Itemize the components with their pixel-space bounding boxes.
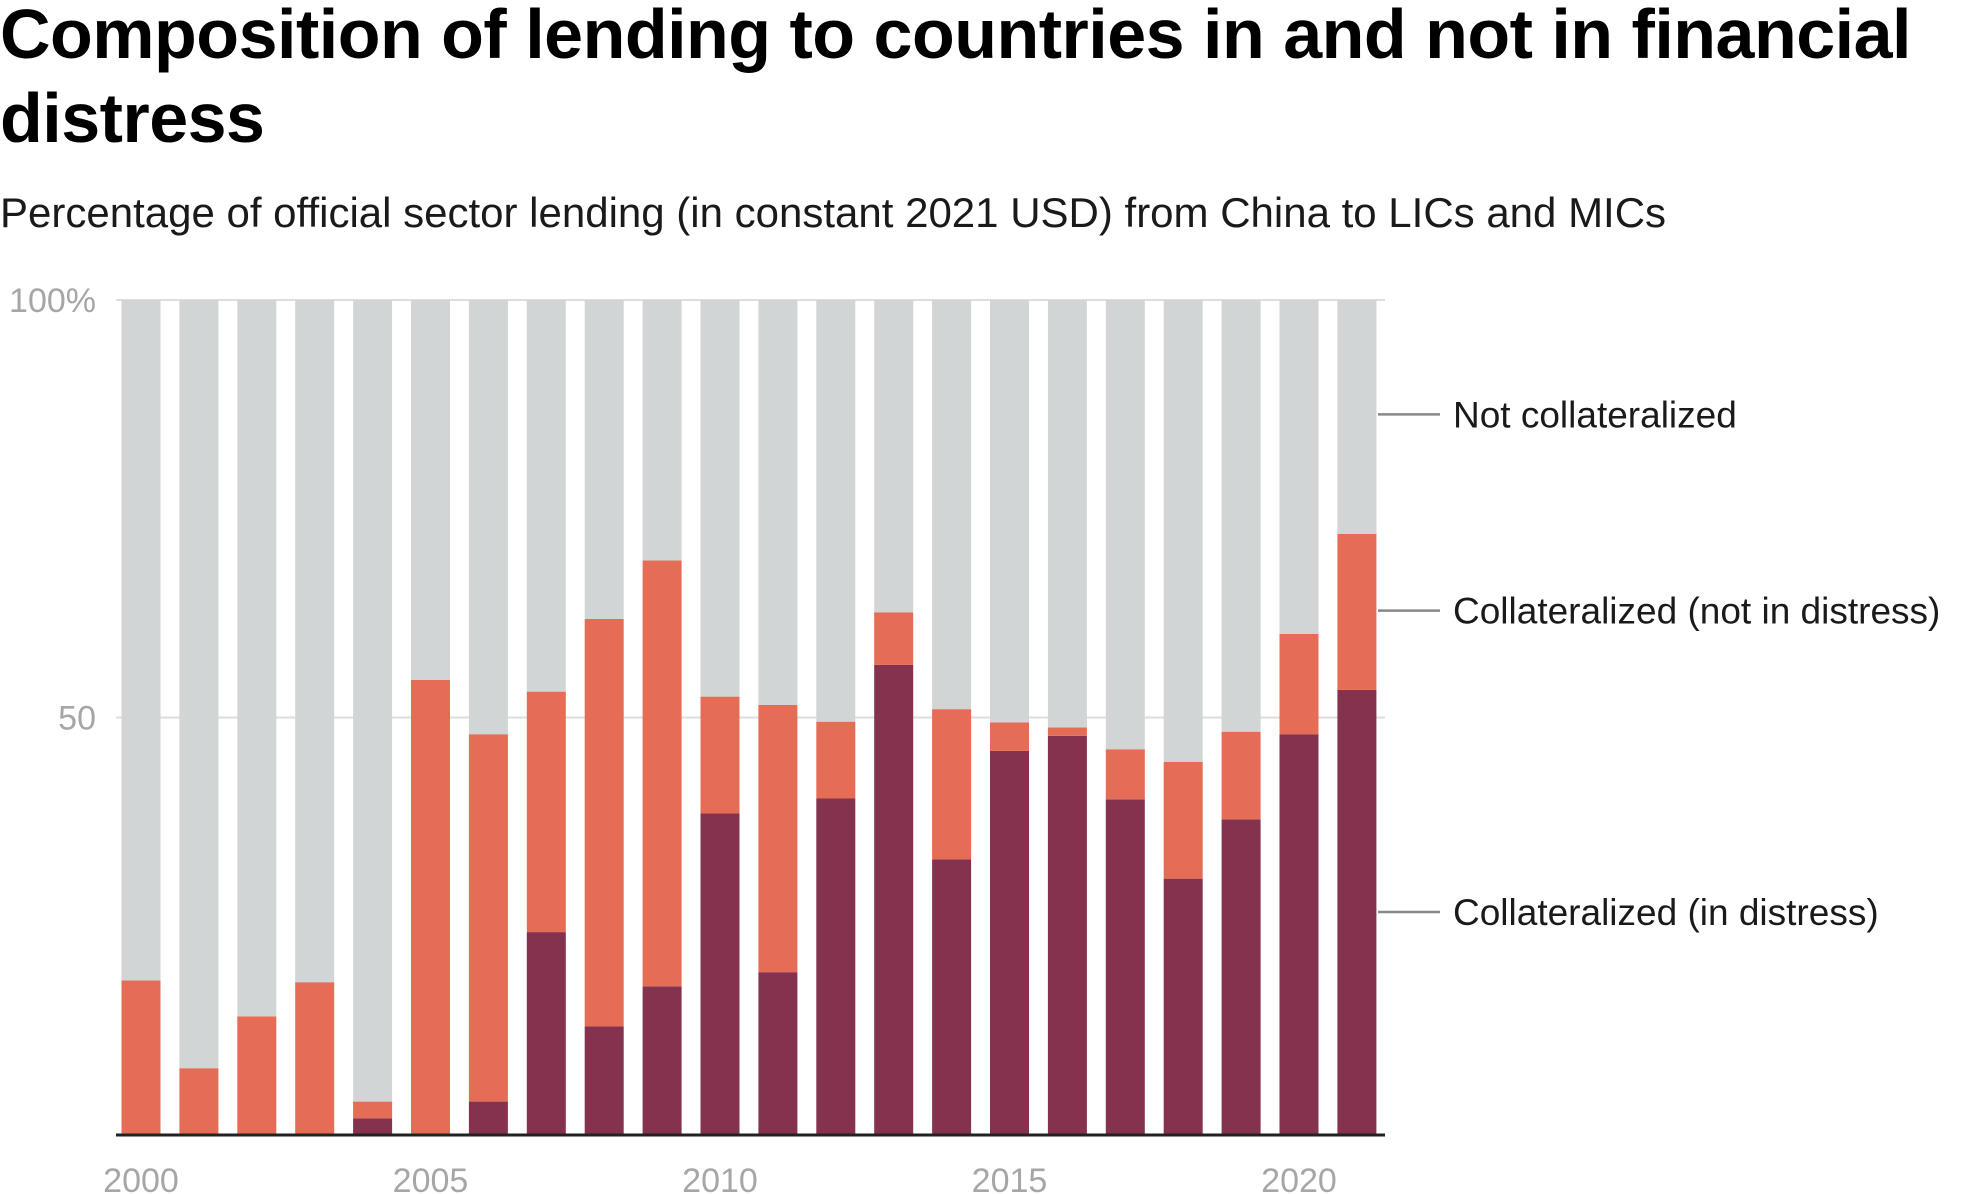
y-tick-label: 50 — [58, 700, 96, 738]
bar-collateralized-not-distress-2015 — [990, 722, 1029, 751]
x-tick-label: 2015 — [972, 1162, 1048, 1194]
bar-not-collateralized-2010 — [700, 300, 740, 697]
bar-collateralized-distress-2016 — [1047, 735, 1087, 1135]
bar-collateralized-distress-2013 — [874, 664, 914, 1135]
bar-not-collateralized-2021 — [1337, 300, 1377, 534]
bar-collateralized-not-distress-2006 — [468, 734, 508, 1102]
legend-label-collateralized-distress: Collateralized (in distress) — [1453, 892, 1879, 933]
bar-collateralized-distress-2019 — [1221, 819, 1261, 1135]
bar-collateralized-not-distress-2019 — [1221, 731, 1261, 820]
bar-collateralized-distress-2009 — [642, 986, 682, 1135]
x-tick-label: 2010 — [682, 1162, 758, 1194]
axes: 100% 50 2000 2005 2010 2015 2020 — [9, 282, 1385, 1194]
bar-collateralized-not-distress-2013 — [874, 612, 914, 665]
bar-collateralized-distress-2017 — [1105, 799, 1145, 1135]
bar-collateralized-not-distress-2020 — [1279, 634, 1319, 735]
legend-label-collateralized-not-distress: Collateralized (not in distress) — [1453, 591, 1940, 632]
bar-not-collateralized-2004 — [353, 300, 393, 1102]
legend-label-not-collateralized: Not collateralized — [1453, 394, 1737, 435]
x-tick-label: 2005 — [393, 1162, 469, 1194]
bar-collateralized-not-distress-2005 — [411, 679, 450, 1135]
bar-collateralized-distress-2006 — [468, 1101, 508, 1135]
bar-not-collateralized-2006 — [468, 300, 508, 735]
bar-collateralized-not-distress-2003 — [295, 982, 335, 1135]
bar-not-collateralized-2009 — [642, 300, 682, 561]
bar-collateralized-distress-2007 — [526, 932, 566, 1135]
bar-collateralized-distress-2020 — [1279, 734, 1319, 1135]
bar-not-collateralized-2016 — [1047, 300, 1087, 728]
chart-subtitle: Percentage of official sector lending (i… — [0, 189, 1667, 236]
bar-not-collateralized-2015 — [990, 300, 1029, 723]
bar-not-collateralized-2018 — [1163, 300, 1203, 762]
bar-collateralized-not-distress-2002 — [237, 1016, 277, 1135]
bar-collateralized-not-distress-2009 — [642, 560, 682, 987]
bar-collateralized-distress-2018 — [1163, 878, 1203, 1135]
bar-not-collateralized-2011 — [758, 300, 798, 705]
bar-collateralized-not-distress-2021 — [1337, 533, 1377, 690]
x-tick-label: 2020 — [1261, 1162, 1337, 1194]
bar-not-collateralized-2017 — [1105, 300, 1145, 750]
bar-not-collateralized-2008 — [584, 300, 624, 619]
bar-collateralized-not-distress-2008 — [584, 618, 624, 1027]
bar-collateralized-not-distress-2016 — [1047, 727, 1087, 736]
bar-not-collateralized-2019 — [1221, 300, 1261, 732]
bar-collateralized-distress-2014 — [932, 859, 972, 1135]
bar-collateralized-not-distress-2014 — [932, 709, 972, 860]
bar-not-collateralized-2012 — [816, 300, 856, 722]
bar-collateralized-distress-2010 — [700, 813, 740, 1135]
bar-not-collateralized-2002 — [237, 300, 277, 1017]
bar-collateralized-not-distress-2011 — [758, 704, 798, 973]
bar-not-collateralized-2001 — [179, 300, 219, 1069]
bar-collateralized-not-distress-2010 — [700, 696, 740, 814]
x-tick-label: 2000 — [103, 1162, 179, 1194]
bar-collateralized-not-distress-2018 — [1163, 761, 1203, 879]
bar-not-collateralized-2000 — [121, 300, 161, 981]
bar-collateralized-distress-2021 — [1337, 689, 1377, 1135]
bar-collateralized-not-distress-2017 — [1105, 749, 1145, 800]
bar-collateralized-not-distress-2000 — [121, 980, 161, 1135]
bar-collateralized-not-distress-2001 — [179, 1068, 219, 1135]
bar-not-collateralized-2020 — [1279, 300, 1319, 634]
bar-not-collateralized-2005 — [411, 300, 450, 680]
bar-collateralized-distress-2011 — [758, 972, 798, 1135]
bar-collateralized-distress-2008 — [584, 1026, 624, 1135]
bar-not-collateralized-2003 — [295, 300, 335, 983]
bar-collateralized-not-distress-2007 — [526, 691, 566, 933]
bar-collateralized-distress-2004 — [353, 1118, 393, 1135]
bar-collateralized-distress-2012 — [816, 798, 856, 1135]
bar-collateralized-not-distress-2012 — [816, 721, 856, 799]
bar-not-collateralized-2007 — [526, 300, 566, 692]
chart-title: Composition of lending to countries in a… — [0, 0, 1911, 157]
bar-collateralized-not-distress-2004 — [353, 1101, 393, 1119]
bars — [121, 300, 1377, 1135]
bar-not-collateralized-2014 — [932, 300, 972, 710]
bar-not-collateralized-2013 — [874, 300, 914, 613]
legend: Not collateralized Collateralized (not in… — [1378, 394, 1940, 933]
bar-collateralized-distress-2015 — [990, 750, 1029, 1135]
y-tick-label: 100% — [9, 282, 96, 320]
